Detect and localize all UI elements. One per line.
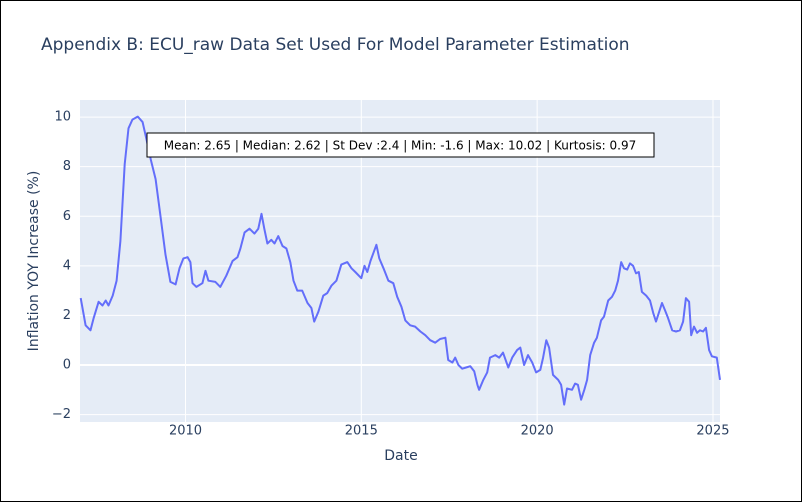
annotation-box: [146, 132, 655, 158]
y-tick-label: −2: [52, 407, 71, 422]
y-tick-label: 2: [63, 308, 71, 323]
y-tick-label: 8: [63, 159, 71, 174]
x-tick-label: 2015: [345, 424, 378, 439]
y-tick-label: 0: [63, 357, 71, 372]
x-tick-label: 2025: [696, 424, 729, 439]
data-line: [79, 115, 721, 406]
y-tick-label: 6: [63, 209, 71, 224]
x-tick-label: 2010: [169, 424, 202, 439]
y-tick-label: 4: [63, 258, 71, 273]
y-axis-label: Inflation YOY Increase (%): [26, 171, 42, 352]
annotation: Mean: 2.65 | Median: 2.62 | St Dev :2.4 …: [164, 139, 637, 153]
x-axis-label: Date: [384, 448, 417, 464]
y-tick-label: 10: [54, 110, 71, 125]
chart-title: Appendix B: ECU_raw Data Set Used For Mo…: [41, 35, 630, 55]
x-tick-label: 2020: [521, 424, 554, 439]
